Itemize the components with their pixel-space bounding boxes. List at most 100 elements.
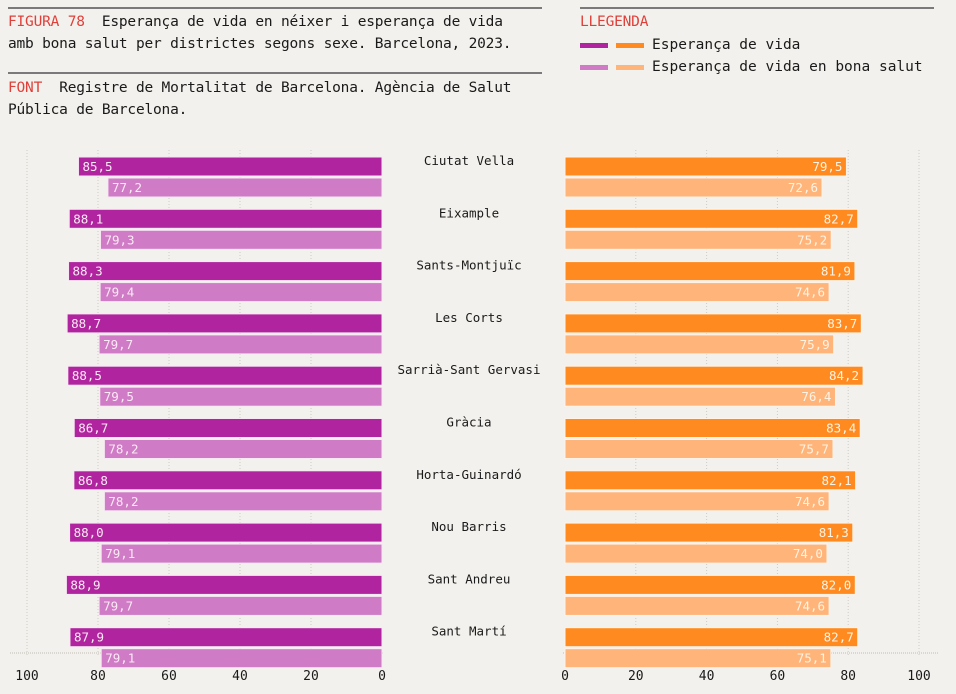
value-label-left: 78,2	[108, 494, 138, 509]
value-label-right: 82,7	[824, 630, 854, 645]
value-label-right: 83,7	[827, 316, 857, 331]
legend-label: Esperança de vida	[652, 37, 801, 53]
legend-title: LLEGENDA	[580, 14, 649, 30]
value-label-left: 88,5	[72, 368, 102, 383]
bar-women-healthy-life-expectancy	[99, 282, 383, 303]
source-label: FONT	[8, 80, 43, 96]
value-label-right: 75,9	[800, 337, 830, 352]
bar-women-life-expectancy	[73, 470, 383, 491]
value-label-left: 88,0	[74, 525, 104, 540]
legend-item-healthy-life-expectancy: Esperança de vida en bona salut	[580, 56, 923, 78]
value-label-right: 74,6	[795, 494, 825, 509]
bar-men-life-expectancy	[564, 208, 859, 229]
bar-women-healthy-life-expectancy	[103, 439, 383, 459]
legend-swatch-men	[616, 64, 644, 70]
x-tick-label-right: 80	[840, 669, 856, 684]
category-label: Sant Andreu	[428, 571, 511, 586]
header-rule-top	[8, 7, 542, 9]
value-label-left: 87,9	[74, 630, 104, 645]
bar-men-healthy-life-expectancy	[564, 177, 823, 198]
bar-men-healthy-life-expectancy	[564, 595, 830, 616]
title-line-1: Esperança de vida en néixer i esperança …	[101, 14, 503, 30]
figure-title: FIGURA 78 Esperança de vida en néixer i …	[8, 11, 548, 55]
x-tick-label-right: 100	[907, 669, 930, 684]
x-tick-label-right: 40	[699, 669, 715, 684]
bar-women-healthy-life-expectancy	[99, 229, 383, 250]
value-label-right: 74,6	[795, 598, 825, 613]
bar-men-life-expectancy	[564, 156, 847, 177]
value-label-right: 75,7	[799, 442, 829, 457]
value-label-left: 78,2	[108, 442, 138, 457]
bar-men-healthy-life-expectancy	[564, 543, 828, 564]
value-label-left: 79,7	[103, 598, 133, 613]
bar-women-life-expectancy	[68, 261, 383, 282]
value-label-left: 85,5	[82, 159, 112, 174]
value-label-right: 72,6	[788, 180, 818, 195]
value-label-right: 75,1	[797, 651, 827, 666]
value-label-left: 88,9	[70, 577, 100, 592]
x-tick-label-left: 20	[303, 669, 319, 684]
bar-women-healthy-life-expectancy	[103, 491, 383, 512]
value-label-right: 83,4	[826, 421, 856, 436]
category-label: Horta-Guinardó	[416, 467, 521, 482]
bar-women-healthy-life-expectancy	[100, 648, 383, 669]
x-tick-label-right: 20	[628, 669, 644, 684]
value-label-left: 79,1	[105, 651, 135, 666]
value-label-left: 86,7	[78, 421, 108, 436]
bar-women-healthy-life-expectancy	[107, 177, 383, 198]
value-label-left: 77,2	[112, 180, 142, 195]
value-label-left: 88,3	[73, 264, 103, 279]
category-label: Sarrià-Sant Gervasi	[398, 362, 541, 377]
category-label: Sant Martí	[431, 624, 506, 639]
legend-rule	[580, 7, 934, 9]
legend-swatch-women	[580, 42, 608, 48]
bar-men-healthy-life-expectancy	[564, 491, 830, 512]
value-label-left: 79,1	[105, 546, 135, 561]
value-label-right: 76,4	[801, 389, 831, 404]
bar-women-healthy-life-expectancy	[99, 386, 383, 407]
figure-label: FIGURA 78	[8, 14, 85, 30]
bar-women-life-expectancy	[69, 627, 383, 648]
value-label-left: 79,4	[104, 285, 134, 300]
bar-men-healthy-life-expectancy	[564, 439, 834, 459]
value-label-left: 79,7	[103, 337, 133, 352]
bar-women-life-expectancy	[67, 365, 383, 386]
source-line-1: Registre de Mortalitat de Barcelona. Agè…	[59, 80, 512, 96]
value-label-right: 82,7	[824, 211, 854, 226]
bar-women-life-expectancy	[68, 208, 383, 229]
category-label: Ciutat Vella	[424, 153, 514, 168]
value-label-right: 81,9	[821, 264, 851, 279]
legend-swatch-men	[616, 42, 644, 48]
bar-women-life-expectancy	[65, 574, 383, 595]
bar-women-healthy-life-expectancy	[98, 334, 383, 355]
x-tick-label-right: 0	[561, 669, 569, 684]
bar-women-healthy-life-expectancy	[98, 595, 383, 616]
bar-men-life-expectancy	[564, 261, 856, 282]
x-tick-label-left: 80	[90, 669, 106, 684]
category-label: Eixample	[439, 205, 499, 220]
bar-men-healthy-life-expectancy	[564, 386, 836, 407]
value-label-left: 88,1	[73, 211, 103, 226]
x-tick-label-right: 60	[770, 669, 786, 684]
bar-men-life-expectancy	[564, 313, 862, 334]
value-label-right: 82,1	[822, 473, 852, 488]
header-rule-mid	[8, 72, 542, 74]
value-label-right: 79,5	[812, 159, 842, 174]
bar-men-healthy-life-expectancy	[564, 648, 832, 669]
bar-men-life-expectancy	[564, 470, 857, 491]
legend-label: Esperança de vida en bona salut	[652, 59, 923, 75]
value-label-left: 86,8	[78, 473, 108, 488]
x-tick-label-left: 40	[232, 669, 248, 684]
x-tick-label-left: 100	[15, 669, 38, 684]
bar-men-healthy-life-expectancy	[564, 229, 832, 250]
source-note: FONT Registre de Mortalitat de Barcelona…	[8, 77, 548, 121]
bar-men-life-expectancy	[564, 627, 859, 648]
value-label-right: 82,0	[821, 577, 851, 592]
value-label-right: 75,2	[797, 232, 827, 247]
bar-women-healthy-life-expectancy	[100, 543, 383, 564]
x-tick-label-left: 60	[161, 669, 177, 684]
title-line-2: amb bona salut per districtes segons sex…	[8, 36, 512, 52]
bar-men-life-expectancy	[564, 365, 864, 386]
value-label-left: 79,3	[104, 232, 134, 247]
